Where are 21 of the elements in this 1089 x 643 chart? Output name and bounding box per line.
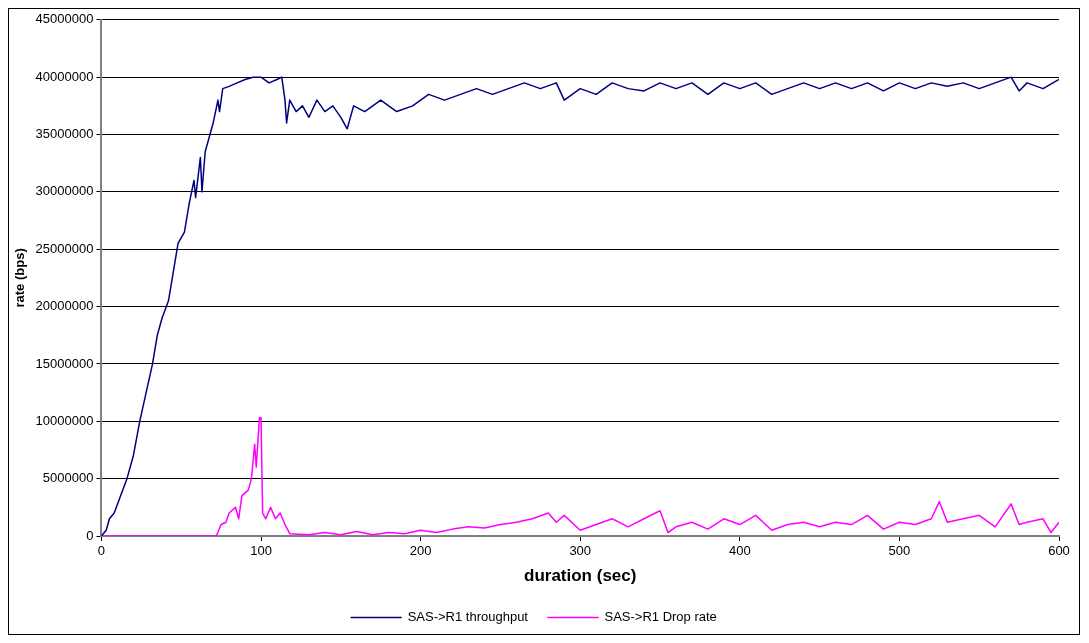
legend-label: SAS->R1 throughput [407, 609, 529, 625]
y-tick-label: 45000000 [35, 11, 94, 27]
x-tick-label: 0 [97, 543, 106, 559]
y-tick-label: 30000000 [35, 183, 94, 199]
y-tick-label: 15000000 [35, 355, 94, 371]
x-tick-label: 300 [569, 543, 592, 559]
y-tick-label: 20000000 [35, 298, 94, 314]
legend-label: SAS->R1 Drop rate [604, 609, 717, 625]
y-tick-label: 35000000 [35, 126, 94, 142]
x-tick-label: 500 [888, 543, 911, 559]
x-tick-label: 100 [250, 543, 272, 559]
x-tick-label: 200 [409, 543, 432, 559]
x-tick-label: 600 [1048, 543, 1070, 559]
y-tick-label: 10000000 [35, 412, 94, 428]
y-tick-label: 40000000 [35, 68, 94, 84]
x-tick-label: 400 [728, 543, 751, 559]
y-tick-label: 5000000 [42, 470, 94, 486]
y-tick-label: 0 [86, 527, 94, 543]
y-tick-label: 25000000 [35, 240, 94, 256]
y-axis-title: rate (bps) [12, 248, 28, 308]
x-axis-title: duration (sec) [524, 566, 637, 586]
